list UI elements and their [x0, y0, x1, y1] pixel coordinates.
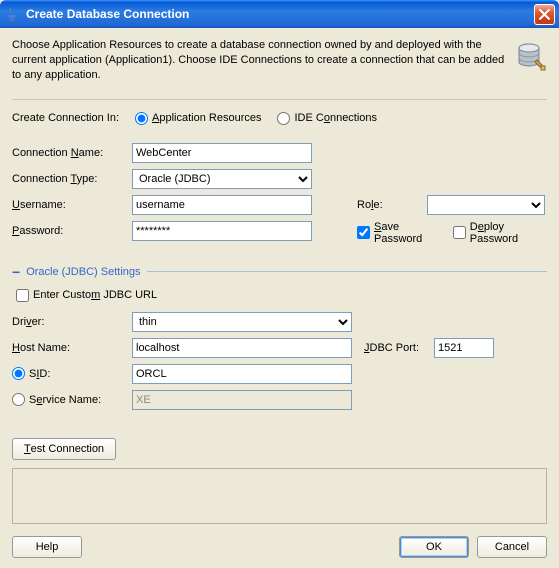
cancel-button[interactable]: Cancel	[477, 536, 547, 558]
sid-radio[interactable]: SID:	[12, 367, 132, 380]
radio-ide-connections[interactable]: IDE Connections	[277, 112, 377, 125]
titlebar: Create Database Connection	[0, 0, 559, 28]
custom-url-checkbox[interactable]: Enter Custom JDBC URL	[16, 289, 157, 302]
radio-app-resources[interactable]: Application Resources	[135, 112, 261, 125]
ok-button[interactable]: OK	[399, 536, 469, 558]
password-input[interactable]	[132, 221, 312, 241]
username-input[interactable]	[132, 195, 312, 215]
database-icon	[515, 40, 547, 72]
role-label: Role:	[357, 199, 427, 211]
driver-label: Driver:	[12, 316, 132, 328]
deploy-password-label: Deploy Password	[470, 221, 547, 245]
create-in-label: Create Connection In:	[12, 112, 119, 124]
host-label: Host Name:	[12, 342, 132, 354]
username-label: Username:	[12, 199, 132, 211]
collapse-icon: −	[12, 265, 20, 279]
connection-type-select[interactable]: Oracle (JDBC)	[132, 169, 312, 189]
window-title: Create Database Connection	[26, 7, 534, 21]
java-app-icon	[4, 6, 20, 22]
connection-name-input[interactable]	[132, 143, 312, 163]
connection-type-label: Connection Type:	[12, 173, 132, 185]
jdbc-port-label: JDBC Port:	[364, 342, 434, 354]
test-connection-button[interactable]: Test Connection	[12, 438, 116, 460]
driver-select[interactable]: thin	[132, 312, 352, 332]
connection-name-label: Connection Name:	[12, 147, 132, 159]
radio-app-resources-label: Application Resources	[152, 112, 261, 124]
test-results-area	[12, 468, 547, 524]
intro-text: Choose Application Resources to create a…	[12, 38, 505, 83]
save-password-label: Save Password	[374, 221, 443, 245]
service-name-label: Service Name:	[29, 394, 101, 406]
jdbc-section-title: Oracle (JDBC) Settings	[26, 266, 140, 278]
jdbc-section-header[interactable]: − Oracle (JDBC) Settings	[12, 265, 547, 279]
sid-input[interactable]	[132, 364, 352, 384]
role-select[interactable]	[427, 195, 545, 215]
service-name-radio[interactable]: Service Name:	[12, 393, 132, 406]
close-button[interactable]	[534, 4, 555, 25]
deploy-password-checkbox[interactable]: Deploy Password	[453, 221, 547, 245]
jdbc-port-input[interactable]	[434, 338, 494, 358]
service-name-input	[132, 390, 352, 410]
password-label: Password:	[12, 225, 132, 237]
save-password-checkbox[interactable]: Save Password	[357, 221, 443, 245]
radio-ide-connections-label: IDE Connections	[294, 112, 377, 124]
help-button[interactable]: Help	[12, 536, 82, 558]
sid-label: SID:	[29, 368, 50, 380]
custom-url-label: Enter Custom JDBC URL	[33, 289, 157, 301]
host-input[interactable]	[132, 338, 352, 358]
